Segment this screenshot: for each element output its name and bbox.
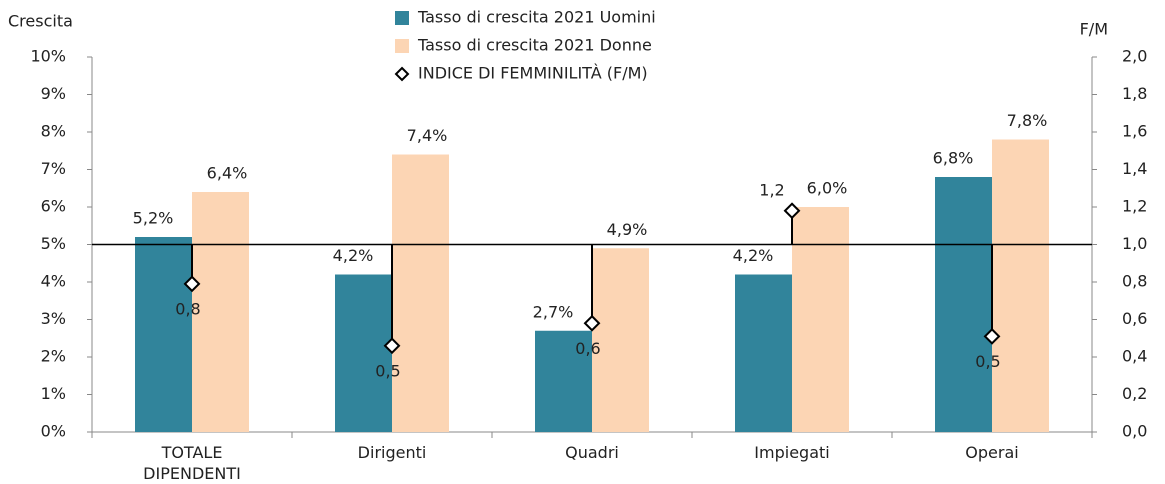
bar [335, 274, 392, 432]
index-label: 0,8 [175, 299, 200, 318]
bar [192, 192, 249, 432]
y2-tick-label: 2,0 [1122, 47, 1147, 66]
y2-tick-label: 0,2 [1122, 384, 1147, 403]
index-marker [383, 337, 401, 355]
index-label: 0,5 [975, 352, 1000, 371]
value-label: 7,4% [407, 126, 448, 145]
legend-label: Tasso di crescita 2021 Uomini [417, 8, 656, 27]
index-marker [983, 327, 1001, 345]
y2-tick-label: 1,8 [1122, 84, 1147, 103]
value-label: 5,2% [133, 209, 174, 228]
value-label: 6,0% [807, 179, 848, 198]
y-tick-label: 9% [41, 84, 66, 103]
y2-tick-label: 1,0 [1122, 234, 1147, 253]
legend-swatch [395, 39, 409, 53]
y2-tick-label: 1,4 [1122, 159, 1147, 178]
bar [735, 274, 792, 432]
index-marker [583, 314, 601, 332]
value-label: 4,9% [607, 220, 648, 239]
y2-tick-label: 1,2 [1122, 197, 1147, 216]
value-label: 6,8% [933, 149, 974, 168]
y-tick-label: 2% [41, 347, 66, 366]
y-tick-label: 8% [41, 122, 66, 141]
y-tick-label: 4% [41, 272, 66, 291]
index-label: 1,2 [759, 180, 784, 199]
y-tick-label: 5% [41, 234, 66, 253]
bar [535, 330, 592, 432]
y-tick-label: 7% [41, 159, 66, 178]
y-tick-label: 3% [41, 309, 66, 328]
y-tick-label: 6% [41, 197, 66, 216]
y-tick-label: 10% [30, 47, 66, 66]
x-tick-label: Dirigenti [357, 443, 427, 462]
bar [992, 139, 1049, 432]
bar [792, 207, 849, 432]
legend-swatch [395, 11, 409, 25]
y-tick-label: 1% [41, 384, 66, 403]
x-tick-label: Operai [965, 443, 1019, 462]
bar [935, 177, 992, 432]
x-tick-label: Quadri [565, 443, 619, 462]
index-label: 0,6 [575, 339, 600, 358]
x-tick-label: Impiegati [754, 443, 830, 462]
y2-tick-label: 0,4 [1122, 347, 1147, 366]
index-marker [783, 202, 801, 220]
value-label: 7,8% [1007, 111, 1048, 130]
value-label: 4,2% [333, 246, 374, 265]
legend-label: Tasso di crescita 2021 Donne [417, 36, 652, 55]
y2-axis-label: F/M [1080, 20, 1108, 39]
value-label: 6,4% [207, 164, 248, 183]
value-label: 2,7% [533, 302, 574, 321]
bar [392, 154, 449, 432]
legend-label: INDICE DI FEMMINILITÀ (F/M) [418, 64, 648, 83]
y2-tick-label: 0,0 [1122, 422, 1147, 441]
y2-tick-label: 0,6 [1122, 309, 1147, 328]
legend-marker [394, 66, 410, 82]
index-label: 0,5 [375, 361, 400, 380]
x-tick-label: TOTALE DIPENDENTI [143, 443, 241, 483]
index-marker [183, 275, 201, 293]
y2-tick-label: 1,6 [1122, 122, 1147, 141]
y-tick-label: 0% [41, 422, 66, 441]
y2-tick-label: 0,8 [1122, 272, 1147, 291]
value-label: 4,2% [733, 246, 774, 265]
y-axis-label: Crescita [8, 12, 73, 31]
bar [592, 248, 649, 432]
bar [135, 237, 192, 432]
